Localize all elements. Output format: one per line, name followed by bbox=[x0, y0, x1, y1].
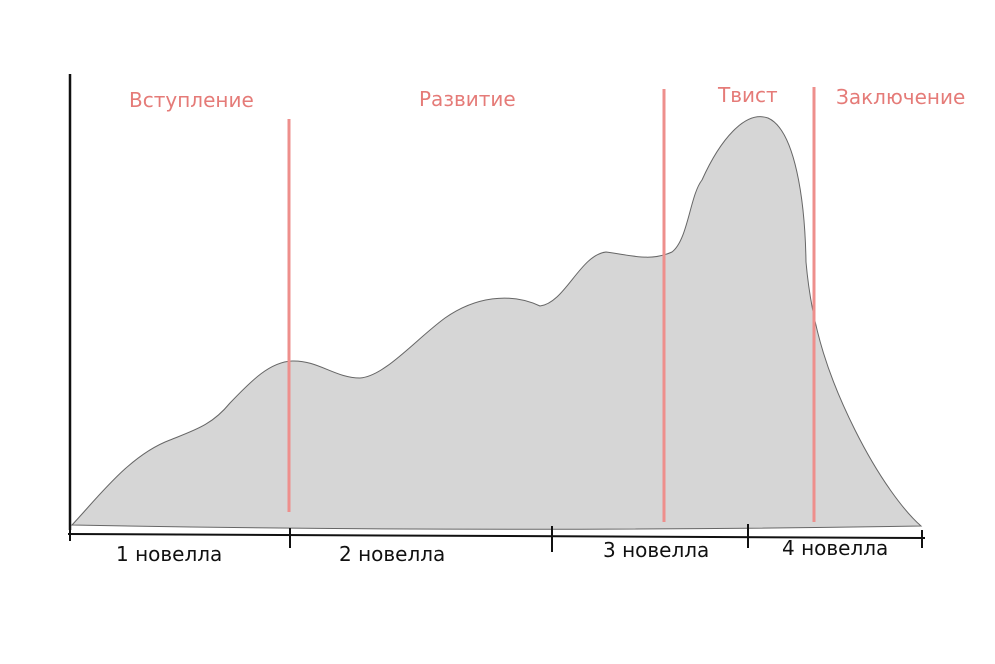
act-label-development: Развитие bbox=[419, 87, 516, 111]
novel-label-2: 2 новелла bbox=[339, 542, 445, 566]
act-label-twist: Твист bbox=[717, 83, 778, 107]
act-label-conclusion: Заключение bbox=[836, 85, 965, 109]
x-axis bbox=[67, 533, 926, 539]
novel-label-1: 1 новелла bbox=[116, 542, 222, 566]
tension-curve-area bbox=[70, 116, 923, 530]
novel-label-4: 4 новелла bbox=[782, 536, 888, 560]
act-label-intro: Вступление bbox=[129, 88, 254, 112]
novel-label-3: 3 новелла bbox=[603, 538, 709, 562]
